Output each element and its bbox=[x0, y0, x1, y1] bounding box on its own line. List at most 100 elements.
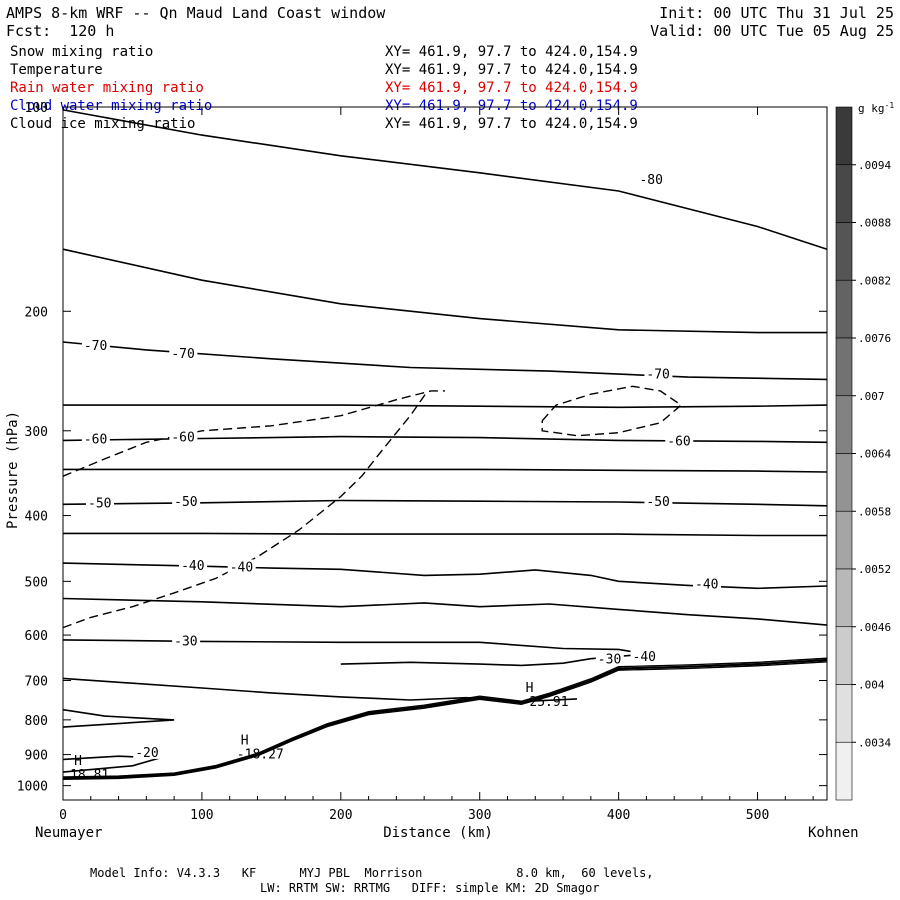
colorbar-swatch bbox=[835, 568, 853, 628]
valid-time-text: Valid: 00 UTC Tue 05 Aug 25 bbox=[650, 22, 894, 40]
extremum-marker: H bbox=[526, 681, 534, 696]
y-tick-label: 600 bbox=[25, 629, 48, 644]
colorbar-label: .0076 bbox=[858, 332, 891, 345]
x-tick-label: 0 bbox=[59, 808, 67, 823]
contour-label-bg bbox=[644, 366, 673, 381]
contour-label-bg bbox=[81, 337, 110, 352]
isotherm-line bbox=[63, 532, 827, 537]
cloud-ice-contour bbox=[62, 391, 428, 629]
y-tick-label: 300 bbox=[25, 425, 48, 440]
colorbar-swatch bbox=[835, 453, 853, 512]
variable-name: Rain water mixing ratio bbox=[10, 80, 204, 96]
colorbar-label: .004 bbox=[858, 679, 885, 692]
extremum-marker: H bbox=[74, 754, 82, 769]
extremum-value: -25.91 bbox=[522, 695, 569, 710]
contour-label: -70 bbox=[646, 368, 669, 383]
contour-label-bg bbox=[665, 433, 694, 448]
colorbar-label: .0046 bbox=[858, 621, 891, 634]
terrain-line bbox=[62, 661, 828, 781]
contour-label: -40 bbox=[695, 577, 718, 592]
y-tick-label: 900 bbox=[25, 749, 48, 764]
isotherm-line bbox=[62, 639, 647, 667]
colorbar-label: .007 bbox=[858, 390, 885, 403]
x-tick-label: 300 bbox=[468, 808, 491, 823]
colorbar-label: .0088 bbox=[858, 217, 891, 230]
contour-label-bg bbox=[227, 559, 256, 574]
extremum-marker: H bbox=[241, 734, 249, 749]
contour-label: -40 bbox=[230, 560, 253, 575]
contour-label: -40 bbox=[181, 559, 204, 574]
contour-label: -60 bbox=[171, 431, 194, 446]
variable-coords: XY= 461.9, 97.7 to 424.0,154.9 bbox=[385, 116, 638, 132]
contour-label-bg bbox=[595, 651, 624, 666]
contour-label-bg bbox=[179, 558, 208, 573]
contour-label-bg bbox=[693, 576, 722, 591]
isotherm-line bbox=[62, 109, 828, 250]
variable-coords: XY= 461.9, 97.7 to 424.0,154.9 bbox=[385, 80, 638, 96]
contour-label: -80 bbox=[639, 173, 662, 188]
isotherm-line bbox=[62, 708, 175, 728]
isotherm-line bbox=[62, 248, 827, 334]
variable-coords: XY= 461.9, 97.7 to 424.0,154.9 bbox=[385, 44, 638, 60]
isotherm-line bbox=[62, 597, 828, 626]
x-right-end-label: Kohnen bbox=[808, 825, 859, 841]
extremum-value: -18.27 bbox=[237, 748, 284, 763]
colorbar-label: .0058 bbox=[858, 505, 891, 518]
contour-label-bg bbox=[644, 494, 673, 509]
x-tick-label: 500 bbox=[746, 808, 769, 823]
x-tick-label: 400 bbox=[607, 808, 630, 823]
cloud-ice-contour bbox=[541, 385, 683, 437]
title-text: AMPS 8-km WRF -- Qn Maud Land Coast wind… bbox=[6, 4, 386, 22]
colorbar-swatch bbox=[835, 684, 853, 743]
model-info-line-2: LW: RRTM SW: RRTMG DIFF: simple KM: 2D S… bbox=[260, 881, 600, 895]
colorbar-swatch bbox=[835, 626, 853, 685]
x-tick-label: 200 bbox=[329, 808, 352, 823]
isotherm-line bbox=[62, 499, 828, 507]
contour-label-bg bbox=[169, 429, 198, 444]
y-tick-label: 1000 bbox=[17, 780, 48, 795]
forecast-text: Fcst: 120 h bbox=[6, 22, 115, 40]
contour-label: -60 bbox=[667, 434, 690, 449]
colorbar-swatch bbox=[835, 279, 853, 339]
colorbar-swatch bbox=[835, 510, 853, 570]
y-tick-label: 800 bbox=[25, 714, 48, 729]
variable-coords: XY= 461.9, 97.7 to 424.0,154.9 bbox=[385, 62, 638, 78]
contour-label: -70 bbox=[84, 339, 107, 354]
contour-label: -60 bbox=[84, 432, 107, 447]
variable-name: Temperature bbox=[10, 62, 103, 78]
contour-label: -50 bbox=[88, 497, 111, 512]
variable-coords: XY= 461.9, 97.7 to 424.0,154.9 bbox=[385, 98, 638, 114]
contour-label-bg bbox=[172, 633, 201, 648]
colorbar-swatch bbox=[835, 222, 853, 281]
colorbar-label: .0052 bbox=[858, 563, 891, 576]
x-left-end-label: Neumayer bbox=[35, 825, 102, 841]
colorbar-unit: g kg-1 bbox=[858, 101, 894, 115]
y-tick-label: 200 bbox=[25, 305, 48, 320]
model-info-line-1: Model Info: V4.3.3 KF MYJ PBL Morrison 8… bbox=[90, 866, 654, 880]
plot-frame bbox=[62, 106, 828, 801]
contour-label-bg bbox=[81, 431, 110, 446]
contour-label-bg bbox=[169, 345, 198, 360]
contour-label: -30 bbox=[598, 653, 621, 668]
x-tick-label: 100 bbox=[190, 808, 213, 823]
isotherm-line bbox=[62, 435, 828, 444]
contour-label: -50 bbox=[646, 495, 669, 510]
contour-label-bg bbox=[172, 494, 201, 509]
contour-label: -30 bbox=[174, 634, 197, 649]
contour-label: -70 bbox=[171, 347, 194, 362]
colorbar-label: .0064 bbox=[858, 448, 891, 461]
colorbar-swatch bbox=[835, 106, 853, 166]
cloud-ice-contour bbox=[62, 390, 445, 477]
isotherm-line bbox=[63, 468, 828, 473]
contour-label-bg bbox=[637, 171, 666, 186]
variable-name: Cloud water mixing ratio bbox=[10, 98, 213, 114]
init-time-text: Init: 00 UTC Thu 31 Jul 25 bbox=[659, 4, 894, 22]
contour-label-bg bbox=[133, 744, 162, 759]
isotherm-line bbox=[63, 404, 828, 409]
colorbar-swatch bbox=[835, 741, 853, 801]
y-tick-label: 400 bbox=[25, 510, 48, 525]
colorbar-label: .0034 bbox=[858, 736, 891, 749]
colorbar-swatch bbox=[835, 395, 853, 454]
colorbar-swatch bbox=[835, 164, 853, 223]
colorbar-label: .0094 bbox=[858, 159, 891, 172]
